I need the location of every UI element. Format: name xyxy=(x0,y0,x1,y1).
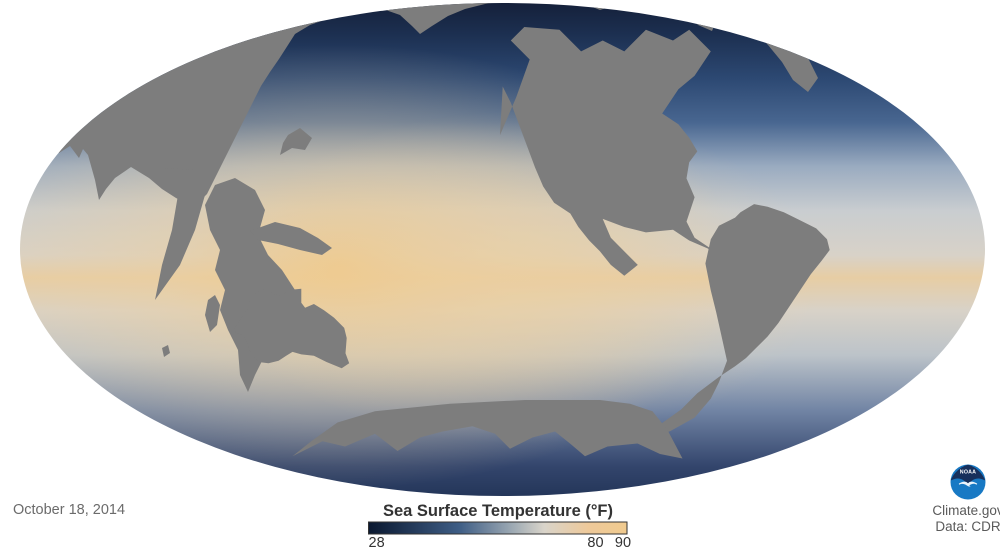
svg-text:Sea Surface Temperature (°F): Sea Surface Temperature (°F) xyxy=(383,502,613,520)
svg-text:90: 90 xyxy=(615,535,631,551)
svg-text:80: 80 xyxy=(587,535,603,551)
svg-text:Data: CDR: Data: CDR xyxy=(935,519,1000,534)
svg-text:Climate.gov: Climate.gov xyxy=(932,503,1000,518)
svg-text:October 18, 2014: October 18, 2014 xyxy=(13,502,125,518)
svg-text:NOAA: NOAA xyxy=(960,470,976,476)
svg-text:28: 28 xyxy=(369,535,385,551)
